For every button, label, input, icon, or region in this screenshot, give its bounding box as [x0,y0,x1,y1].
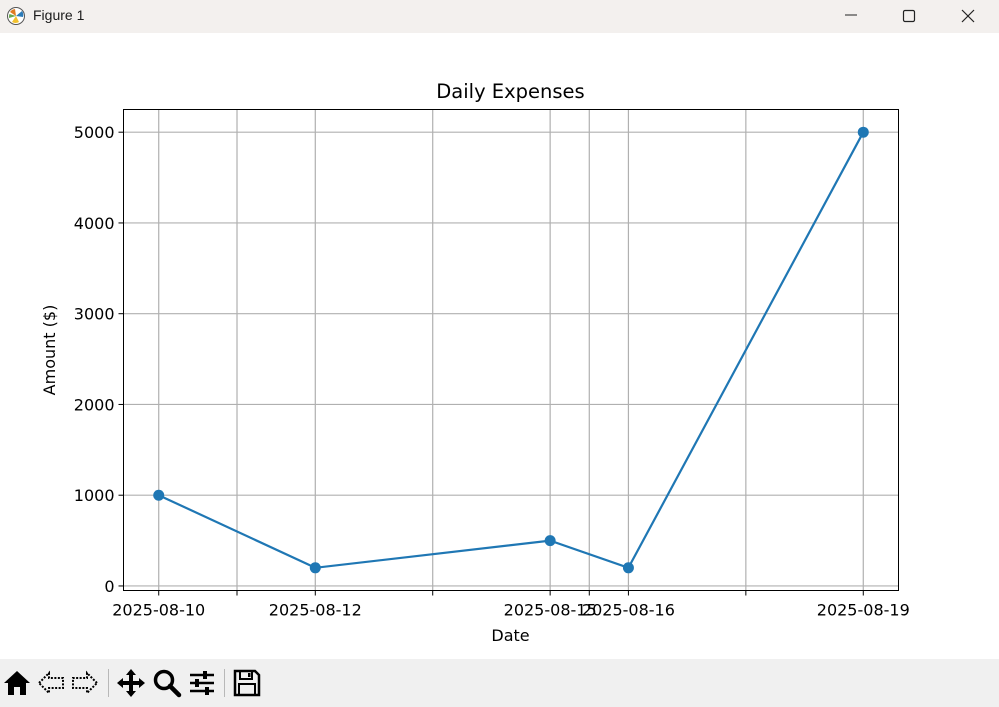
y-tick-label: 2000 [74,395,115,414]
y-tick-label: 0 [104,577,114,596]
home-icon [4,671,30,695]
minimize-icon [845,14,857,16]
zoom-magnifier-icon [153,669,182,698]
back-arrow-icon [37,670,64,696]
forward-arrow-icon [72,670,99,696]
save-floppy-icon [233,669,261,697]
y-axis-label: Amount ($) [40,305,59,396]
x-tick-label: 2025-08-12 [269,601,362,620]
data-point [544,535,556,547]
pan-move-icon [117,669,145,697]
matplotlib-logo-icon [6,6,26,26]
minimize-button[interactable] [822,0,880,33]
figure-canvas[interactable] [0,33,999,659]
configure-subplots-button[interactable] [186,667,218,699]
chart-title: Daily Expenses [436,80,584,103]
y-tick-label: 3000 [74,305,115,324]
line-chart: Daily Expenses Date Amount ($) 2025-08-1… [40,80,910,645]
series-line [158,131,865,570]
close-icon [961,9,975,23]
x-tick-label: 2025-08-16 [582,601,675,620]
window-titlebar: Figure 1 [0,0,999,33]
data-point [857,126,869,138]
x-tick-label: 2025-08-15 [504,601,597,620]
home-button[interactable] [1,667,33,699]
configure-subplots-icon [190,671,214,695]
maximize-button[interactable] [880,0,938,33]
close-button[interactable] [939,0,997,33]
pan-button[interactable] [115,667,147,699]
y-tick-label: 1000 [74,486,115,505]
x-axis-label: Date [491,626,529,645]
navigation-toolbar [0,659,999,707]
plot-area-frame [123,109,899,591]
x-tick-label: 2025-08-10 [112,601,205,620]
data-point [622,562,634,574]
back-button[interactable] [35,667,67,699]
toolbar-separator [224,669,225,697]
save-button[interactable] [231,667,263,699]
y-tick-label: 5000 [74,123,115,142]
y-tick-label: 4000 [74,214,115,233]
zoom-button[interactable] [151,667,183,699]
data-point [309,562,321,574]
data-point [153,489,165,501]
forward-button[interactable] [69,667,101,699]
window-title: Figure 1 [33,7,85,23]
toolbar-separator [108,669,109,697]
maximize-icon [902,9,916,23]
x-tick-label: 2025-08-19 [817,601,910,620]
